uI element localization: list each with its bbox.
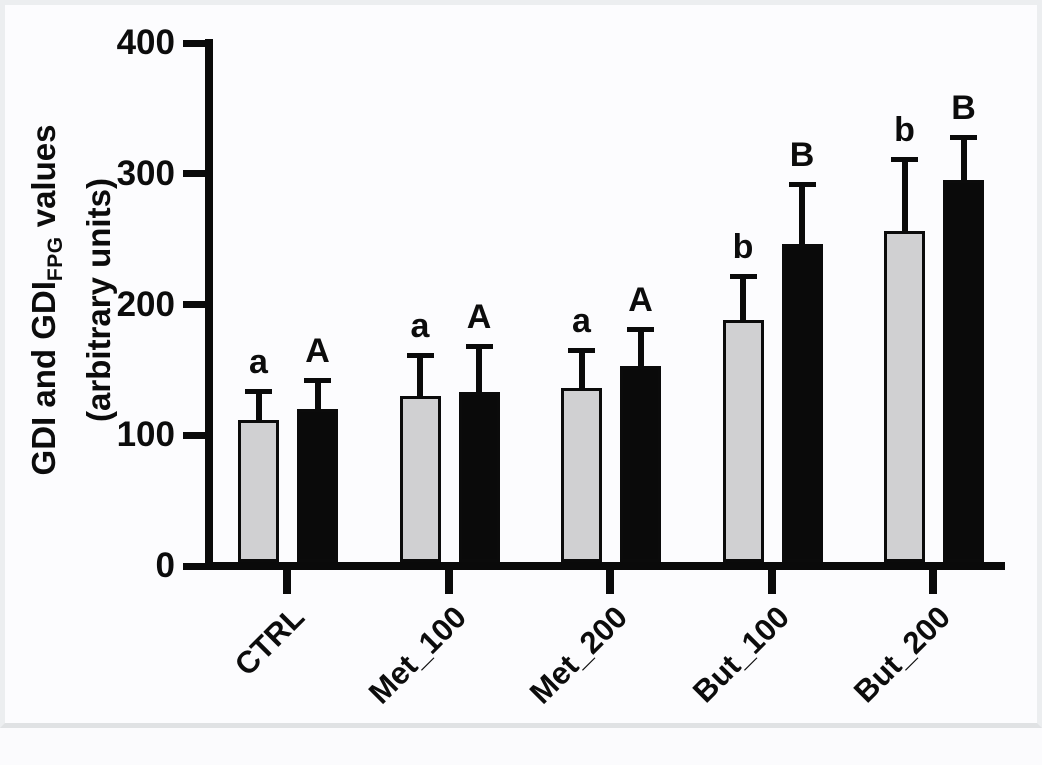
bar-chart-figure: GDI and GDIFPG values (arbitrary units) … [0, 0, 1042, 728]
bar-GDI-But_200 [884, 231, 925, 562]
x-tick-label-But_100: But_100 [685, 599, 796, 710]
error-cap-GDI_FPG-But_200 [950, 135, 977, 141]
error-bar-GDI_FPG-But_100 [799, 184, 805, 248]
sig-letter-GDI_FPG-Met_100: A [466, 298, 492, 337]
x-tick-label-Met_100: Met_100 [361, 599, 473, 711]
error-bar-GDI_FPG-CTRL [314, 380, 321, 413]
error-bar-GDI_FPG-Met_100 [476, 346, 482, 396]
y-tick-400 [183, 39, 205, 47]
error-cap-GDI-But_100 [729, 273, 757, 279]
y-tick-300 [183, 170, 205, 178]
x-tick-label-CTRL: CTRL [227, 599, 312, 683]
sig-letter-GDI-Met_100: a [410, 307, 430, 346]
bar-GDI-Met_200 [561, 388, 602, 562]
error-cap-GDI_FPG-Met_200 [627, 327, 654, 333]
error-bar-GDI-But_100 [740, 275, 746, 324]
bar-GDI_FPG-CTRL [297, 409, 338, 562]
x-tick-Met_100 [444, 570, 453, 594]
bar-GDI_FPG-Met_200 [620, 365, 661, 562]
bar-GDI_FPG-But_200 [943, 180, 984, 562]
y-tick-label-0: 0 [155, 546, 175, 585]
y-tick-0 [183, 562, 205, 570]
y-axis-title-subscript: FPG [44, 236, 67, 282]
bar-GDI_FPG-But_100 [781, 244, 823, 562]
x-tick-label-Met_200: Met_200 [522, 599, 635, 711]
bar-GDI-Met_100 [399, 396, 441, 562]
sig-letter-GDI_FPG-But_100: B [789, 136, 815, 175]
bar-GDI-But_100 [722, 320, 764, 562]
error-cap-GDI_FPG-CTRL [304, 378, 331, 384]
bar-GDI_FPG-Met_100 [458, 392, 500, 562]
bar-GDI-CTRL [238, 419, 279, 562]
error-bar-GDI_FPG-But_200 [960, 137, 967, 184]
error-bar-GDI-Met_100 [417, 355, 423, 400]
error-bar-GDI_FPG-Met_200 [637, 329, 644, 369]
y-tick-100 [183, 431, 205, 439]
x-tick-But_200 [929, 570, 937, 594]
sig-letter-GDI_FPG-Met_200: A [628, 281, 653, 320]
error-cap-GDI-CTRL [245, 388, 272, 394]
x-axis-line [205, 562, 1005, 570]
x-tick-Met_200 [606, 570, 614, 594]
sig-letter-GDI-Met_200: a [572, 302, 591, 341]
y-tick-label-400: 400 [116, 23, 175, 62]
error-bar-GDI-CTRL [255, 390, 262, 423]
x-tick-But_100 [767, 570, 776, 594]
error-cap-GDI-Met_100 [406, 353, 434, 359]
y-tick-label-300: 300 [116, 153, 175, 193]
x-tick-label-But_200: But_200 [847, 599, 958, 710]
error-cap-GDI_FPG-But_100 [788, 182, 816, 188]
error-bar-GDI-But_200 [901, 159, 908, 235]
sig-letter-GDI_FPG-But_200: B [951, 89, 976, 128]
sig-letter-GDI-But_100: b [732, 227, 754, 266]
error-cap-GDI-But_200 [891, 157, 918, 163]
y-tick-200 [183, 301, 205, 308]
error-bar-GDI-Met_200 [578, 350, 585, 392]
x-tick-CTRL [283, 570, 291, 594]
y-axis-line [205, 39, 213, 570]
sig-letter-GDI_FPG-CTRL: A [305, 332, 330, 371]
error-cap-GDI-Met_200 [568, 348, 595, 354]
y-tick-label-100: 100 [116, 415, 175, 455]
sig-letter-GDI-But_200: b [894, 111, 915, 150]
sig-letter-GDI-CTRL: a [249, 342, 268, 381]
y-tick-label-200: 200 [116, 284, 175, 324]
error-cap-GDI_FPG-Met_100 [465, 344, 493, 350]
